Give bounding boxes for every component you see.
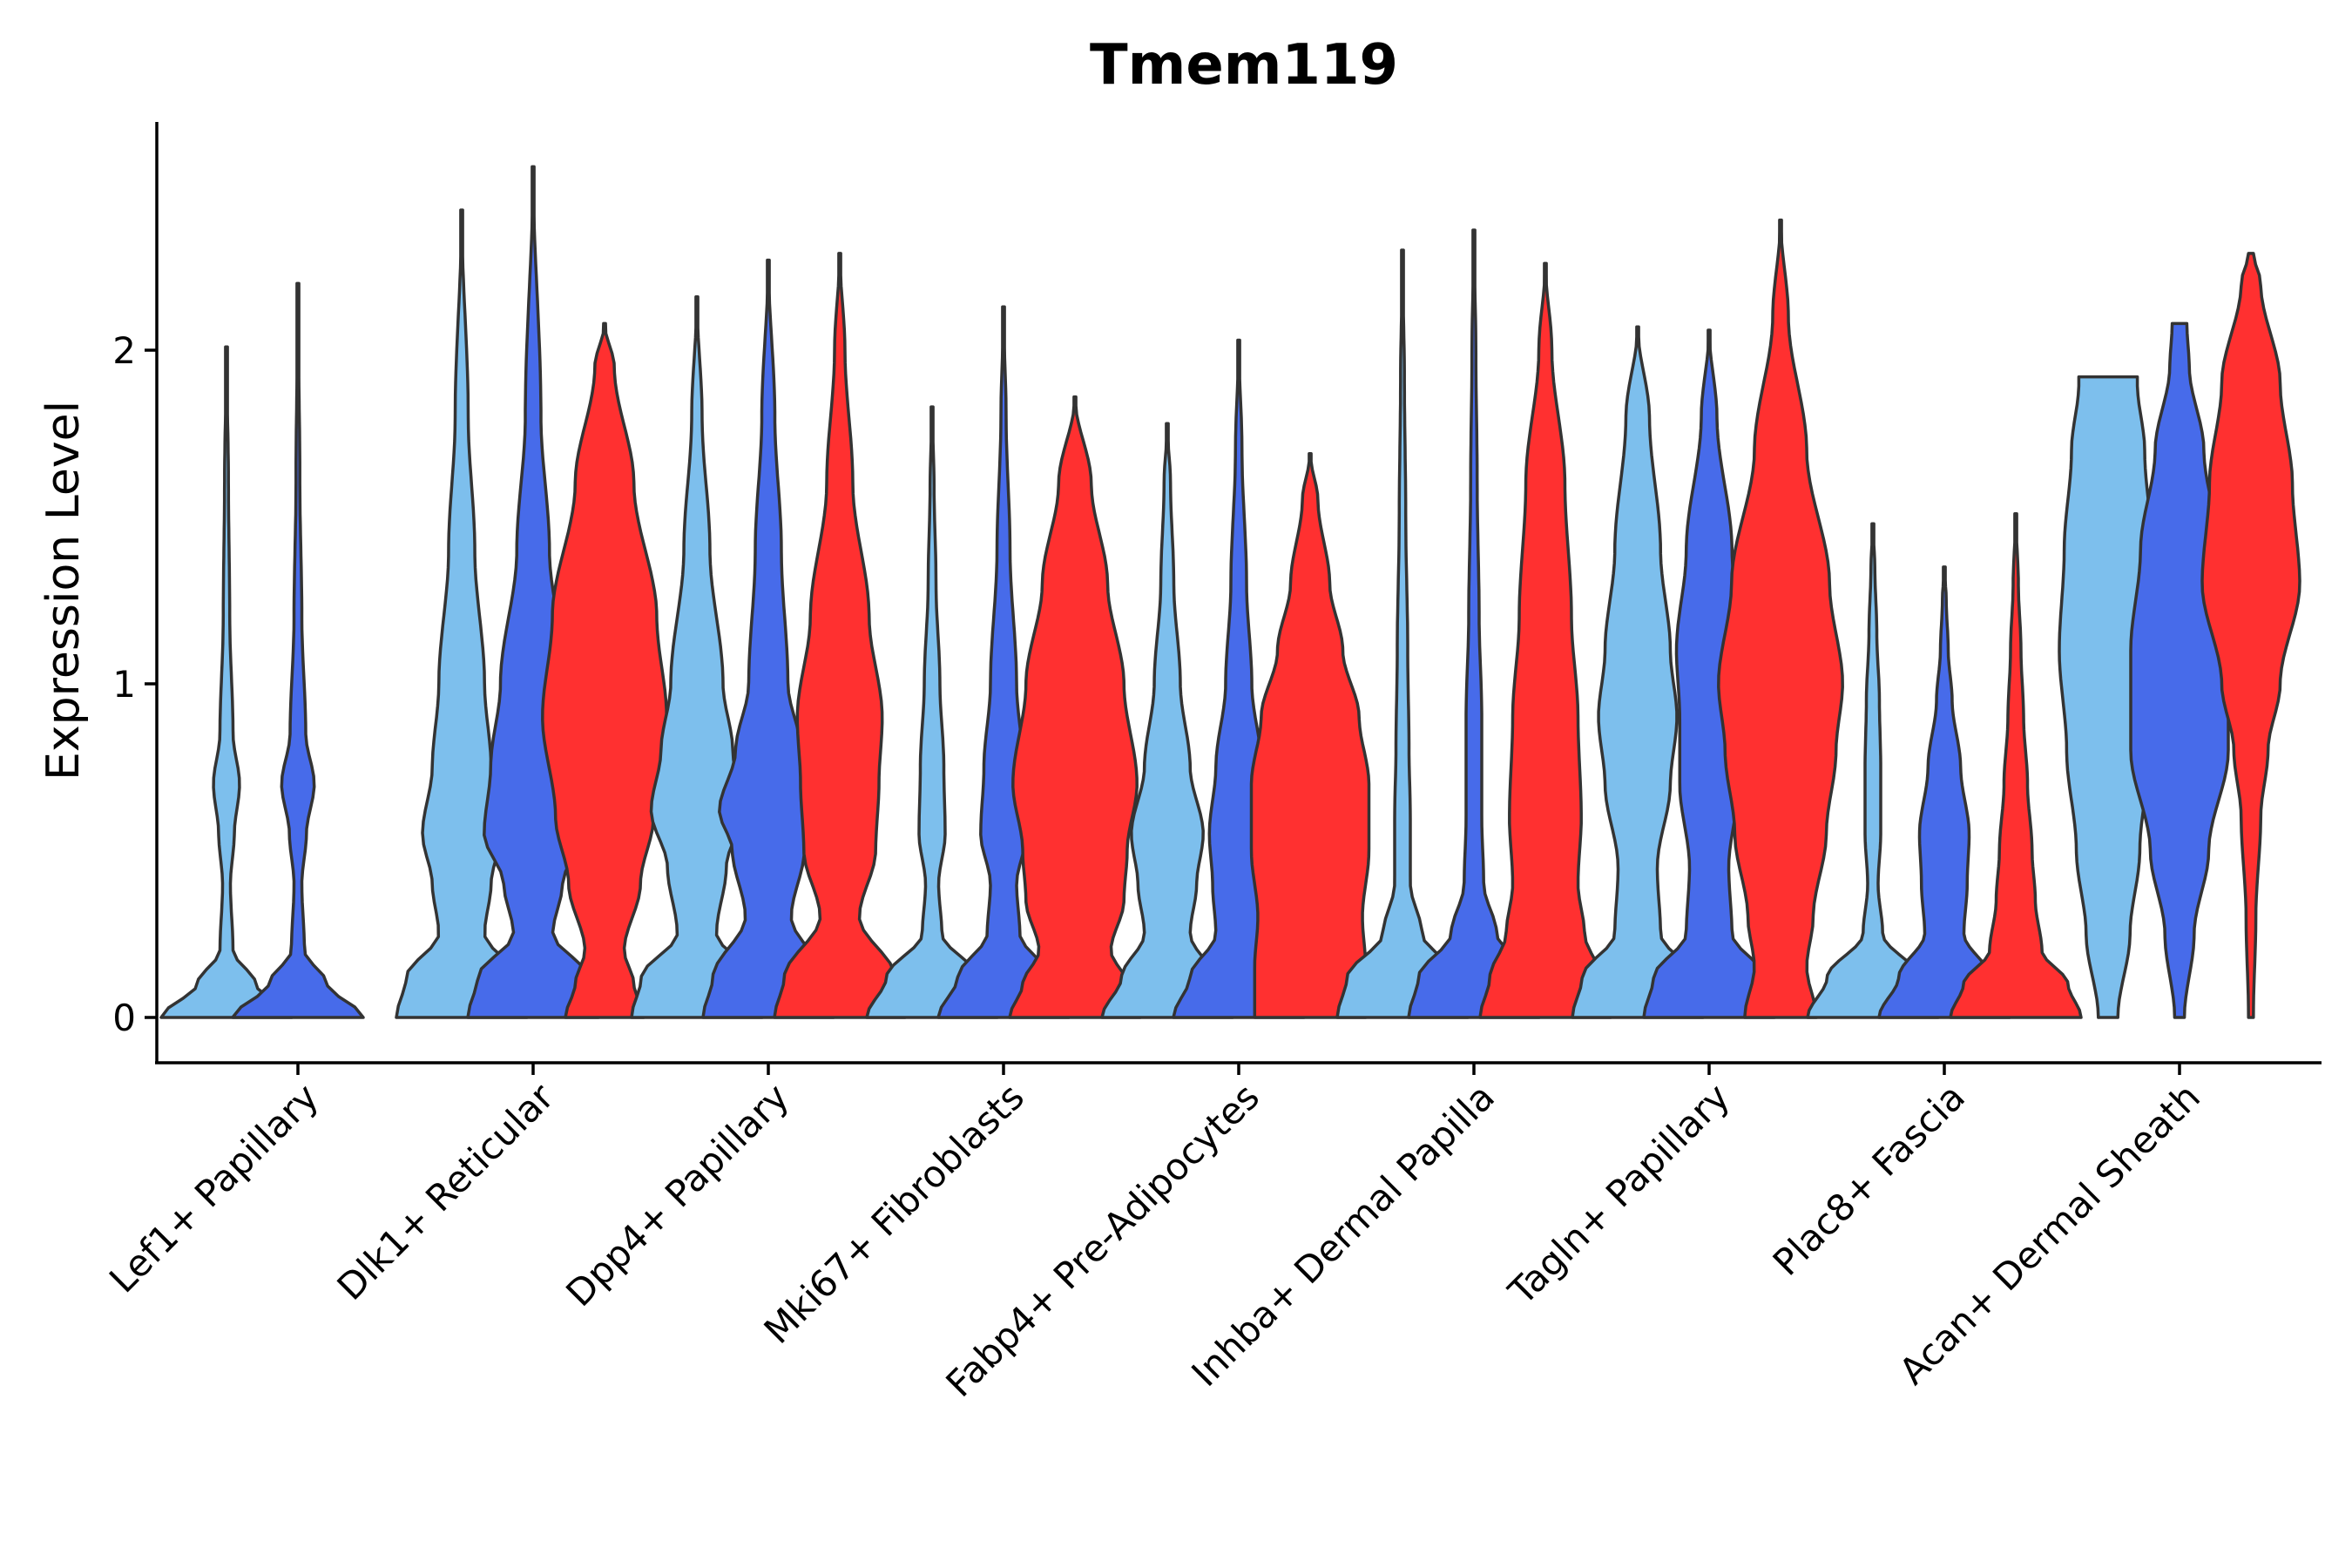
violin-8-1 [2129, 321, 2230, 1019]
violin-0-0 [159, 345, 294, 1019]
violin-7-2 [1949, 511, 2083, 1019]
violin-8-2 [2200, 252, 2301, 1019]
x-tick-label-3: Mki67+ Fibroblasts [756, 1075, 1032, 1351]
violin-3-2 [1008, 395, 1142, 1019]
x-tick-label-6: Tagln+ Papillary [1500, 1075, 1738, 1313]
violin-7-0 [1806, 522, 1940, 1019]
violin-6-2 [1717, 218, 1844, 1019]
violin-3-0 [865, 405, 999, 1019]
x-tick-label-0: Lef1+ Papillary [101, 1075, 327, 1301]
x-tick-label-2: Dpp4+ Papillary [558, 1075, 797, 1315]
y-tick-label-0: 0 [112, 997, 136, 1039]
violin-4-2 [1249, 451, 1371, 1019]
violin-5-0 [1335, 248, 1470, 1019]
violins-layer [159, 165, 2301, 1019]
violin-1-2 [541, 321, 668, 1019]
violin-4-0 [1100, 422, 1234, 1019]
violin-5-2 [1478, 261, 1612, 1019]
violin-2-2 [773, 252, 907, 1019]
y-tick-label-1: 1 [112, 663, 136, 706]
x-tick-label-7: Plac8+ Fascia [1765, 1075, 1973, 1283]
chart-title: Tmem119 [1090, 33, 1398, 98]
violin-5-1 [1407, 228, 1541, 1019]
y-axis-label: Expression Level [37, 401, 90, 781]
violin-7-1 [1877, 565, 2011, 1019]
violin-0-1 [231, 281, 365, 1019]
y-tick-label-2: 2 [112, 329, 136, 372]
y-ticks: 0 1 2 [112, 329, 157, 1039]
x-tick-label-1: Dlk1+ Reticular [329, 1075, 563, 1308]
violin-6-0 [1571, 325, 1705, 1019]
